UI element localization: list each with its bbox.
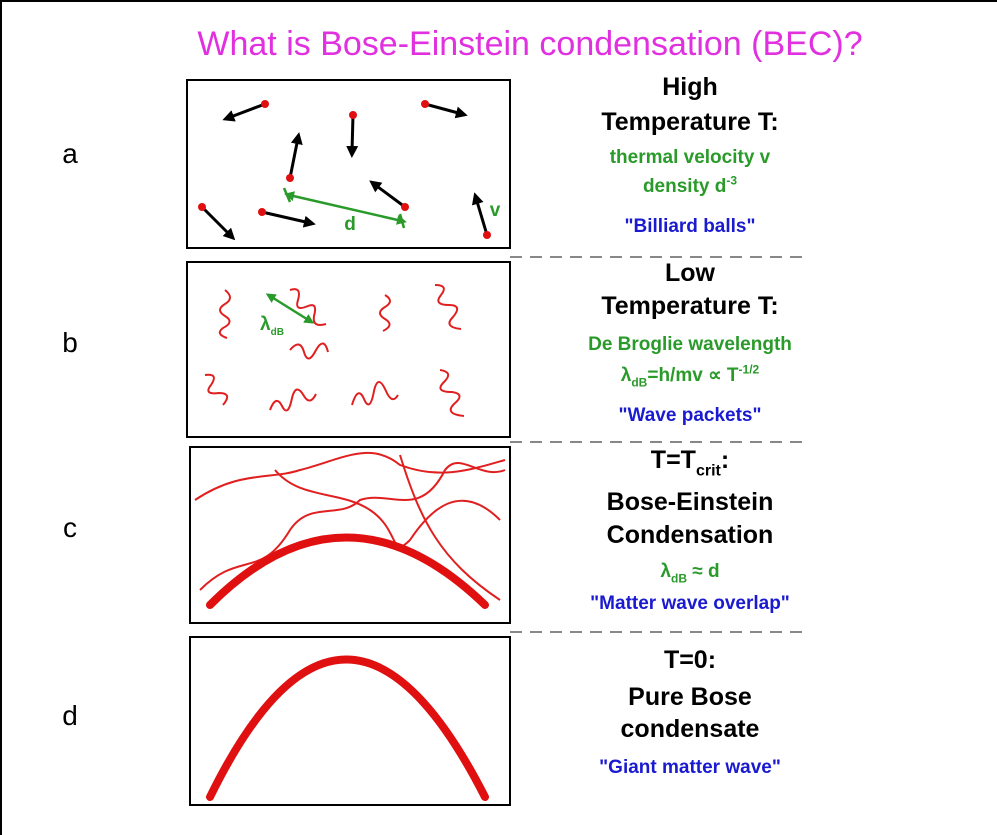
text-run: λ bbox=[660, 561, 671, 582]
quote: "Giant matter wave" bbox=[599, 757, 781, 778]
heading: Pure Bose bbox=[628, 683, 752, 711]
panel-label: d bbox=[62, 700, 78, 731]
text-run: Low bbox=[665, 259, 716, 287]
panel-label: b bbox=[62, 327, 78, 358]
text-run: dB bbox=[631, 376, 647, 390]
text-run: : bbox=[721, 446, 729, 474]
text-run: crit bbox=[696, 463, 722, 480]
text-run: dB bbox=[671, 572, 687, 586]
text-run: Temperature T: bbox=[601, 108, 778, 136]
text-run: λ bbox=[621, 365, 632, 386]
text-run: v bbox=[490, 200, 501, 221]
heading: Condensation bbox=[607, 521, 774, 549]
heading: Bose-Einstein bbox=[607, 488, 774, 516]
heading: Low bbox=[665, 259, 716, 287]
detail: λdB=h/mv ∝ T-1/2 bbox=[621, 362, 760, 389]
quote: "Wave packets" bbox=[619, 405, 762, 426]
text-run: Temperature T: bbox=[601, 292, 778, 320]
panel-label: a bbox=[62, 138, 78, 169]
heading: Temperature T: bbox=[601, 108, 778, 136]
detail: λdB ≈ d bbox=[660, 561, 719, 586]
heading: High bbox=[662, 73, 718, 101]
heading: condensate bbox=[621, 715, 760, 743]
text-run: dB bbox=[271, 327, 284, 338]
text-run: -1/2 bbox=[739, 362, 760, 376]
text-run: =h/mv ∝ T bbox=[647, 365, 739, 386]
text-run: T=0: bbox=[664, 646, 716, 674]
text-run: Pure Bose bbox=[628, 683, 752, 711]
diagram-annotation: v bbox=[490, 200, 501, 221]
panel-label: c bbox=[63, 512, 77, 543]
text-run: T=T bbox=[651, 446, 696, 474]
heading: T=0: bbox=[664, 646, 716, 674]
text-run: thermal velocity v bbox=[610, 147, 771, 168]
diagram-annotation: d bbox=[344, 214, 356, 235]
text-run: condensate bbox=[621, 715, 760, 743]
heading: T=Tcrit: bbox=[651, 446, 729, 480]
text-run: -3 bbox=[726, 173, 737, 187]
text-run: Bose-Einstein bbox=[607, 488, 774, 516]
text-run: ≈ d bbox=[687, 561, 720, 582]
detail: thermal velocity v bbox=[610, 147, 771, 168]
heading: Temperature T: bbox=[601, 292, 778, 320]
text-run: De Broglie wavelength bbox=[588, 334, 792, 355]
detail: De Broglie wavelength bbox=[588, 334, 792, 355]
quote: "Matter wave overlap" bbox=[590, 593, 790, 614]
text-run: d bbox=[344, 214, 356, 235]
text-run: λ bbox=[260, 314, 271, 335]
page: What is Bose-Einstein condensation (BEC)… bbox=[0, 0, 997, 835]
title: What is Bose-Einstein condensation (BEC)… bbox=[197, 25, 862, 63]
quote: "Billiard balls" bbox=[625, 216, 756, 237]
text-run: High bbox=[662, 73, 718, 101]
detail: density d-3 bbox=[643, 173, 737, 197]
text-run: density d bbox=[643, 176, 726, 197]
text-run: Condensation bbox=[607, 521, 774, 549]
